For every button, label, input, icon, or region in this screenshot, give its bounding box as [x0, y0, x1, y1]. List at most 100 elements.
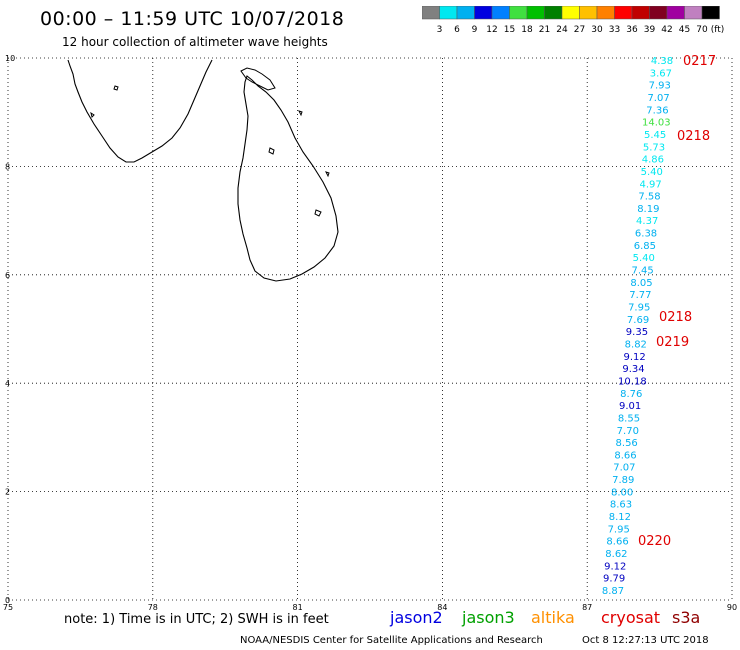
color-scale-label: 24	[556, 25, 568, 35]
color-scale-label: 15	[504, 25, 515, 35]
wave-height-value: 5.40	[633, 253, 655, 264]
color-scale-label: 18	[521, 25, 533, 35]
wave-height-value: 6.38	[635, 229, 657, 240]
color-swatch	[701, 6, 720, 20]
sri-lanka-coastline	[237, 75, 339, 282]
wave-height-value: 14.03	[642, 118, 671, 129]
latitude-tick-label: 8	[5, 162, 10, 171]
wave-height-value: 7.36	[646, 105, 668, 116]
latitude-tick-label: 4	[5, 379, 10, 388]
color-scale-label: 3	[437, 25, 443, 35]
wave-height-value: 4.97	[639, 179, 661, 190]
latitude-tick-label: 6	[5, 271, 10, 280]
wave-height-value: 4.38	[651, 56, 673, 67]
map-title: 00:00 – 11:59 UTC 10/07/2018	[40, 8, 345, 30]
india-coastline	[67, 59, 213, 163]
wave-height-value: 8.66	[614, 450, 636, 461]
longitude-tick-label: 84	[437, 603, 447, 612]
wave-height-value: 9.01	[619, 401, 641, 412]
wave-height-value: 8.82	[625, 339, 647, 350]
color-scale-legend: 3 6 9 12 15 18 21 24 27 30 33 36 39 42 45 70 (ft)	[422, 6, 725, 35]
color-scale-label: 27	[574, 25, 585, 35]
wave-height-value: 9.79	[603, 574, 625, 585]
longitude-tick-label: 87	[582, 603, 592, 612]
latitude-tick-label: 2	[5, 488, 10, 497]
pass-time-label: 0218	[659, 310, 692, 325]
wave-height-value: 7.58	[638, 192, 660, 203]
wave-height-value: 5.73	[643, 142, 665, 153]
legend-s3a: s3a	[672, 608, 701, 627]
wave-height-value: 8.12	[609, 512, 631, 523]
wave-height-value: 8.56	[616, 438, 638, 449]
wave-height-value: 4.86	[642, 155, 664, 166]
longitude-tick-label: 75	[3, 603, 13, 612]
island	[314, 209, 322, 217]
longitude-tick-label: 78	[148, 603, 158, 612]
island	[90, 111, 95, 118]
footer-note: note: 1) Time is in UTC; 2) SWH is in fe…	[64, 612, 329, 627]
longitude-tick-label: 81	[293, 603, 303, 612]
wave-height-value: 8.62	[605, 549, 627, 560]
wave-height-value: 3.67	[650, 68, 672, 79]
wave-height-value: 7.69	[627, 315, 649, 326]
wave-height-value: 5.40	[641, 167, 663, 178]
wave-height-value: 7.07	[647, 93, 669, 104]
color-scale-label: 36	[626, 25, 638, 35]
wave-height-value: 8.00	[611, 487, 633, 498]
island	[298, 110, 303, 117]
wave-height-value: 10.18	[618, 376, 647, 387]
island	[268, 147, 275, 155]
wave-height-value: 9.35	[626, 327, 648, 338]
island	[325, 171, 330, 178]
pass-time-label: 0218	[677, 129, 710, 144]
pass-time-label: 0217	[683, 54, 716, 69]
color-scale-label: 39	[644, 25, 656, 35]
wave-height-value: 7.07	[613, 463, 635, 474]
satellite-track-values: 4.383.677.937.077.3614.035.455.734.865.4…	[602, 56, 673, 597]
legend-jason2: jason2	[390, 608, 443, 627]
axis-tick-labels: 75 78 81 84 87 90 0 2 4 6 8 10	[3, 54, 737, 612]
wave-height-value: 7.93	[649, 81, 671, 92]
jaffna-peninsula	[240, 67, 276, 91]
pass-time-labels: 0217 0218 0218 0219 0220	[638, 54, 716, 549]
wave-height-value: 7.95	[628, 303, 650, 314]
pass-time-label: 0220	[638, 534, 671, 549]
wave-height-value: 8.19	[637, 204, 659, 215]
wave-height-value: 5.45	[644, 130, 666, 141]
map-subtitle: 12 hour collection of altimeter wave hei…	[62, 35, 328, 49]
latitude-tick-label: 0	[5, 596, 10, 605]
island	[113, 85, 119, 91]
wave-height-value: 7.77	[629, 290, 651, 301]
color-scale-label: 33	[609, 25, 620, 35]
wave-height-value: 8.05	[630, 278, 652, 289]
color-scale-label: 30	[591, 25, 603, 35]
lat-lon-grid	[7, 57, 733, 601]
color-scale-unit: (ft)	[711, 25, 725, 35]
wave-height-value: 8.87	[602, 586, 624, 597]
color-scale-label: 70	[696, 25, 708, 35]
latitude-tick-label: 10	[5, 54, 15, 63]
wave-height-value: 8.55	[618, 413, 640, 424]
color-scale-label: 9	[472, 25, 478, 35]
wave-height-value: 7.95	[608, 524, 630, 535]
color-scale-label: 42	[661, 25, 672, 35]
legend-jason3: jason3	[462, 608, 515, 627]
wave-height-value: 7.70	[617, 426, 639, 437]
legend-cryosat: cryosat	[601, 608, 661, 627]
color-scale-label: 45	[679, 25, 690, 35]
wave-height-value: 9.34	[622, 364, 644, 375]
coastline	[67, 59, 339, 282]
color-scale-label: 12	[486, 25, 497, 35]
wave-height-value: 8.63	[610, 500, 632, 511]
wave-height-value: 8.76	[620, 389, 642, 400]
credit-line: NOAA/NESDIS Center for Satellite Applica…	[240, 635, 543, 646]
wave-height-value: 7.89	[612, 475, 634, 486]
wave-height-value: 9.12	[624, 352, 646, 363]
wave-height-value: 9.12	[604, 561, 626, 572]
color-scale-label: 6	[454, 25, 460, 35]
legend-altika: altika	[531, 608, 575, 627]
color-scale-label: 21	[539, 25, 550, 35]
pass-time-label: 0219	[656, 335, 689, 350]
wave-height-value: 4.37	[636, 216, 658, 227]
